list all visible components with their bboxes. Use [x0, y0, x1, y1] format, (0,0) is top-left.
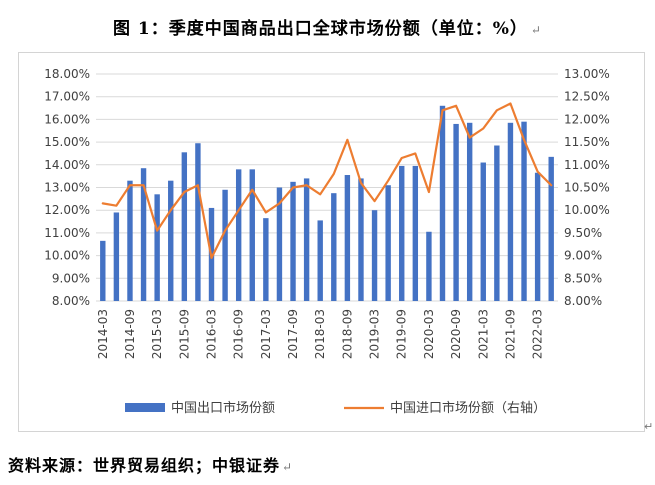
export-share-bar [439, 105, 446, 301]
export-share-bar [494, 145, 500, 301]
right-axis-tick-label: 9.00% [564, 249, 602, 263]
panel-paragraph-mark-icon: ↵ [644, 420, 654, 433]
export-share-bar [140, 168, 147, 301]
left-axis-tick-label: 10.00% [44, 249, 90, 263]
source-note: 资料来源：世界贸易组织；中银证券 ↵ [8, 452, 293, 476]
export-share-bar [480, 162, 486, 301]
left-axis-tick-label: 13.00% [44, 181, 90, 195]
x-axis-tick-label: 2016-09 [232, 309, 246, 359]
export-share-bar [534, 172, 541, 301]
x-axis-tick-label: 2015-03 [150, 309, 164, 359]
x-axis-labels: 2014-03 2014-09 2015-03 2015-09 2016-03 2016-… [96, 309, 545, 359]
x-axis-tick-label: 2018-03 [313, 309, 327, 359]
right-axis-tick-label: 13.00% [564, 67, 610, 81]
source-text: 资料来源：世界贸易组织；中银证券 [8, 456, 281, 475]
x-axis-tick-label: 2019-03 [368, 309, 382, 359]
legend-bar-label: 中国出口市场份额 [171, 400, 275, 416]
left-axis-tick-label: 18.00% [44, 67, 90, 81]
x-axis-tick-label: 2021-03 [476, 309, 490, 359]
paragraph-mark-icon: ↵ [530, 23, 542, 37]
chart-panel: 8.00% 9.00% 10.00% 11.00% 12.00% 13.00% 14.00%… [18, 52, 645, 432]
export-share-bar [358, 178, 364, 301]
left-axis-tick-label: 14.00% [44, 158, 90, 172]
export-share-bar [235, 169, 242, 301]
export-share-bar [290, 181, 296, 301]
legend-line-label: 中国进口市场份额（右轴） [390, 400, 546, 416]
import-share-line-path [101, 102, 553, 259]
x-axis-tick-label: 2021-09 [503, 309, 517, 359]
page-title: 图 1：季度中国商品出口全球市场份额（单位：%） ↵ [0, 14, 655, 39]
x-axis-tick-label: 2020-09 [449, 309, 463, 359]
right-axis-tick-label: 11.00% [564, 158, 610, 172]
x-axis-tick-label: 2019-09 [395, 309, 409, 359]
right-axis-tick-label: 10.50% [564, 181, 610, 195]
left-axis-tick-label: 12.00% [44, 203, 90, 217]
right-axis-tick-label: 9.50% [564, 226, 602, 240]
x-axis-tick-label: 2016-03 [205, 309, 219, 359]
left-axis-tick-label: 9.00% [52, 271, 90, 285]
right-axis-tick-label: 8.00% [564, 294, 602, 308]
right-axis-tick-label: 10.00% [564, 203, 610, 217]
export-share-bars [100, 105, 554, 302]
export-share-bar [507, 122, 514, 302]
export-share-bar [181, 152, 188, 301]
export-share-bar [453, 123, 459, 301]
import-share-line [101, 102, 553, 259]
x-axis-tick-label: 2022-03 [531, 309, 545, 359]
export-share-bar [195, 143, 201, 301]
export-share-bar [385, 185, 391, 301]
export-share-bar [276, 187, 283, 301]
export-share-bar [371, 210, 378, 301]
export-share-bar [100, 240, 106, 301]
right-axis-tick-label: 11.50% [564, 135, 610, 149]
x-axis-tick-label: 2014-09 [123, 309, 137, 359]
right-axis-tick-label: 12.50% [564, 90, 610, 104]
export-share-bar [548, 156, 554, 301]
x-axis-tick-label: 2017-03 [259, 309, 273, 359]
export-share-bar [521, 121, 527, 301]
left-axis-tick-label: 16.00% [44, 112, 90, 126]
right-axis-tick-label: 12.00% [564, 112, 610, 126]
x-axis-tick-label: 2020-03 [422, 309, 436, 359]
export-share-bar [249, 169, 255, 301]
source-paragraph-mark-icon: ↵ [282, 460, 294, 474]
export-share-bar [113, 212, 120, 301]
right-axis-labels: 8.00% 8.50% 9.00% 9.50% 10.00% 10.50% 11.00% 11… [564, 67, 610, 308]
chart-svg: 8.00% 9.00% 10.00% 11.00% 12.00% 13.00% 14.00%… [44, 67, 610, 416]
export-share-bar [303, 178, 310, 301]
export-share-bar [426, 231, 432, 301]
x-axis-tick-label: 2018-09 [340, 309, 354, 359]
x-axis-tick-label: 2017-09 [286, 309, 300, 359]
export-share-bar [263, 218, 269, 301]
left-axis-tick-label: 17.00% [44, 90, 90, 104]
export-share-bar [331, 193, 337, 301]
export-share-bar [222, 189, 228, 301]
left-axis-labels: 8.00% 9.00% 10.00% 11.00% 12.00% 13.00% 14.00%… [44, 67, 90, 308]
export-share-bar [317, 220, 323, 301]
right-axis-tick-label: 8.50% [564, 271, 602, 285]
legend-bar-swatch [125, 403, 165, 412]
export-share-bar [344, 175, 351, 301]
title-text: 图 1：季度中国商品出口全球市场份额（单位：%） [113, 19, 528, 39]
left-axis-tick-label: 15.00% [44, 135, 90, 149]
left-axis-tick-label: 11.00% [44, 226, 90, 240]
export-share-bar [466, 122, 473, 302]
export-share-bar [399, 165, 405, 301]
x-axis-tick-label: 2014-03 [96, 309, 110, 359]
export-share-bar [168, 180, 174, 301]
export-share-bar [412, 165, 419, 301]
export-share-bar [127, 180, 133, 301]
gridlines [96, 73, 558, 302]
left-axis-tick-label: 8.00% [52, 294, 90, 308]
export-share-bar [154, 194, 160, 301]
legend: 中国出口市场份额 中国进口市场份额（右轴） [125, 400, 546, 416]
x-axis-tick-label: 2015-09 [177, 309, 191, 359]
